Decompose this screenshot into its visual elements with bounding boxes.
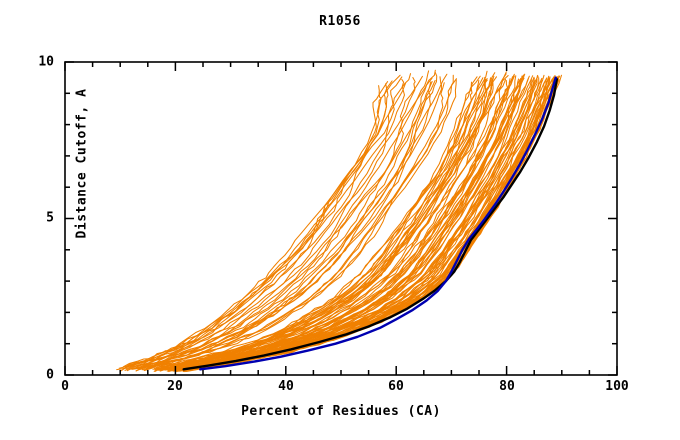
prediction-curve bbox=[168, 76, 513, 373]
prediction-curve bbox=[157, 79, 488, 371]
prediction-curve bbox=[152, 76, 478, 370]
y-tick-label-10: 10 bbox=[38, 54, 54, 70]
x-tick-label-20: 20 bbox=[167, 379, 183, 394]
prediction-curve bbox=[184, 78, 557, 372]
prediction-curve bbox=[155, 79, 480, 369]
y-tick-label-0: 0 bbox=[46, 367, 54, 383]
series-reference-blue bbox=[199, 76, 557, 371]
curves-layer bbox=[116, 69, 563, 373]
y-tick-label-5: 5 bbox=[46, 210, 54, 226]
prediction-curve bbox=[158, 72, 496, 370]
prediction-curve bbox=[130, 70, 430, 370]
prediction-curve bbox=[124, 82, 406, 371]
chart-title: R1056 bbox=[319, 14, 361, 29]
x-axis-label: Percent of Residues (CA) bbox=[241, 404, 441, 419]
x-tick-label-80: 80 bbox=[499, 379, 515, 394]
prediction-curve bbox=[125, 76, 403, 368]
x-tick-label-0: 0 bbox=[61, 379, 69, 394]
axes-layer bbox=[64, 61, 618, 376]
prediction-curve bbox=[184, 77, 557, 373]
prediction-curve bbox=[135, 81, 432, 372]
prediction-curve bbox=[132, 69, 436, 370]
prediction-curve bbox=[164, 73, 507, 370]
prediction-curve bbox=[120, 83, 389, 372]
prediction-curve bbox=[172, 78, 524, 372]
prediction-curve bbox=[153, 81, 473, 372]
prediction-curve bbox=[126, 77, 416, 372]
prediction-curve bbox=[164, 78, 507, 371]
prediction-curve bbox=[141, 82, 445, 371]
prediction-curve bbox=[139, 79, 436, 369]
x-tick-label-40: 40 bbox=[278, 379, 294, 394]
prediction-curve bbox=[139, 76, 442, 370]
x-tick-label-100: 100 bbox=[605, 379, 629, 394]
prediction-curve bbox=[163, 71, 507, 370]
prediction-curve bbox=[133, 71, 438, 370]
prediction-curve bbox=[170, 73, 526, 371]
x-tick-label-60: 60 bbox=[388, 379, 404, 394]
prediction-curve bbox=[177, 74, 539, 371]
prediction-curve bbox=[122, 81, 389, 368]
prediction-curve bbox=[172, 75, 530, 370]
prediction-curve bbox=[144, 74, 454, 372]
series-reference-black bbox=[182, 78, 559, 371]
